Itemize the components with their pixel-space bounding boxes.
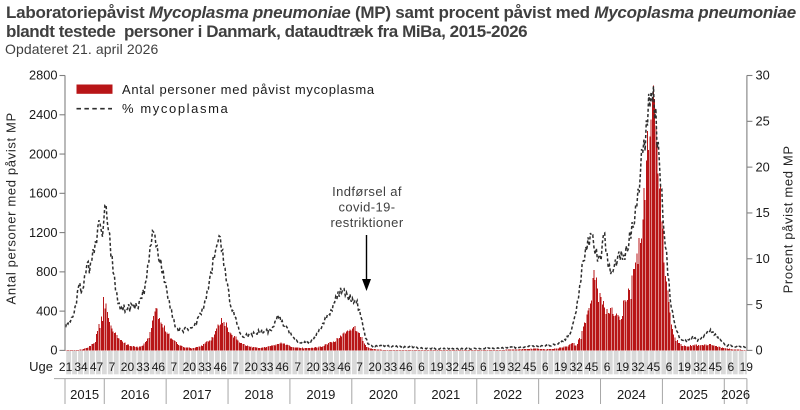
- svg-text:19: 19: [430, 360, 444, 374]
- svg-text:46: 46: [152, 360, 166, 374]
- svg-text:7: 7: [171, 360, 178, 374]
- svg-text:32: 32: [631, 360, 645, 374]
- svg-text:45: 45: [461, 360, 475, 374]
- svg-text:2016: 2016: [121, 387, 150, 402]
- svg-text:0: 0: [50, 343, 57, 358]
- svg-text:6: 6: [666, 360, 673, 374]
- svg-text:Antal personer med påvist MP: Antal personer med påvist MP: [4, 112, 19, 304]
- svg-text:restriktioner: restriktioner: [330, 215, 403, 230]
- svg-text:20: 20: [183, 360, 197, 374]
- svg-text:19: 19: [554, 360, 568, 374]
- svg-text:19: 19: [740, 360, 754, 374]
- svg-text:6: 6: [604, 360, 611, 374]
- svg-text:19: 19: [678, 360, 692, 374]
- svg-text:400: 400: [36, 303, 57, 318]
- svg-text:19: 19: [616, 360, 630, 374]
- svg-text:2026: 2026: [721, 387, 750, 402]
- svg-text:7: 7: [356, 360, 363, 374]
- svg-text:6: 6: [480, 360, 487, 374]
- svg-text:20: 20: [245, 360, 259, 374]
- svg-text:46: 46: [337, 360, 351, 374]
- svg-text:2800: 2800: [29, 68, 57, 83]
- svg-text:0: 0: [756, 343, 763, 358]
- svg-text:1600: 1600: [29, 186, 57, 201]
- svg-text:2019: 2019: [306, 387, 335, 402]
- svg-text:33: 33: [136, 360, 150, 374]
- svg-text:46: 46: [214, 360, 228, 374]
- svg-text:19: 19: [492, 360, 506, 374]
- svg-text:34: 34: [74, 360, 88, 374]
- svg-text:30: 30: [756, 68, 770, 83]
- svg-text:7: 7: [232, 360, 239, 374]
- svg-text:2025: 2025: [679, 387, 708, 402]
- svg-text:45: 45: [585, 360, 599, 374]
- svg-text:2021: 2021: [431, 387, 460, 402]
- svg-text:2020: 2020: [369, 387, 398, 402]
- svg-text:20: 20: [368, 360, 382, 374]
- svg-text:20: 20: [121, 360, 135, 374]
- svg-text:2000: 2000: [29, 146, 57, 161]
- svg-text:47: 47: [90, 360, 104, 374]
- svg-text:6: 6: [542, 360, 549, 374]
- svg-text:2024: 2024: [617, 387, 646, 402]
- svg-text:1200: 1200: [29, 225, 57, 240]
- svg-text:2017: 2017: [183, 387, 212, 402]
- svg-text:6: 6: [418, 360, 425, 374]
- svg-text:32: 32: [446, 360, 460, 374]
- svg-text:25: 25: [756, 114, 770, 129]
- svg-text:covid-19-: covid-19-: [338, 200, 395, 215]
- svg-text:2400: 2400: [29, 107, 57, 122]
- svg-text:21: 21: [59, 360, 73, 374]
- svg-text:7: 7: [294, 360, 301, 374]
- svg-text:32: 32: [569, 360, 583, 374]
- svg-text:10: 10: [756, 251, 770, 266]
- svg-text:5: 5: [756, 297, 763, 312]
- svg-text:33: 33: [260, 360, 274, 374]
- svg-text:Procent påvist med MP: Procent påvist med MP: [781, 145, 796, 293]
- svg-text:800: 800: [36, 264, 57, 279]
- svg-text:2023: 2023: [555, 387, 584, 402]
- svg-text:45: 45: [709, 360, 723, 374]
- svg-text:33: 33: [198, 360, 212, 374]
- svg-text:46: 46: [276, 360, 290, 374]
- svg-text:45: 45: [523, 360, 537, 374]
- svg-text:15: 15: [756, 205, 770, 220]
- svg-text:6: 6: [727, 360, 734, 374]
- svg-text:32: 32: [693, 360, 707, 374]
- svg-text:Indførsel af: Indførsel af: [332, 184, 402, 199]
- svg-text:Antal personer med påvist myco: Antal personer med påvist mycoplasma: [122, 82, 375, 97]
- svg-text:33: 33: [322, 360, 336, 374]
- svg-text:2022: 2022: [493, 387, 522, 402]
- svg-text:46: 46: [399, 360, 413, 374]
- svg-text:7: 7: [109, 360, 116, 374]
- svg-text:20: 20: [306, 360, 320, 374]
- svg-text:% mycoplasma: % mycoplasma: [122, 101, 229, 116]
- svg-text:2015: 2015: [70, 387, 99, 402]
- svg-text:2018: 2018: [245, 387, 274, 402]
- svg-text:32: 32: [508, 360, 522, 374]
- svg-text:Uge: Uge: [29, 359, 53, 374]
- svg-text:33: 33: [384, 360, 398, 374]
- svg-text:45: 45: [647, 360, 661, 374]
- svg-text:20: 20: [756, 159, 770, 174]
